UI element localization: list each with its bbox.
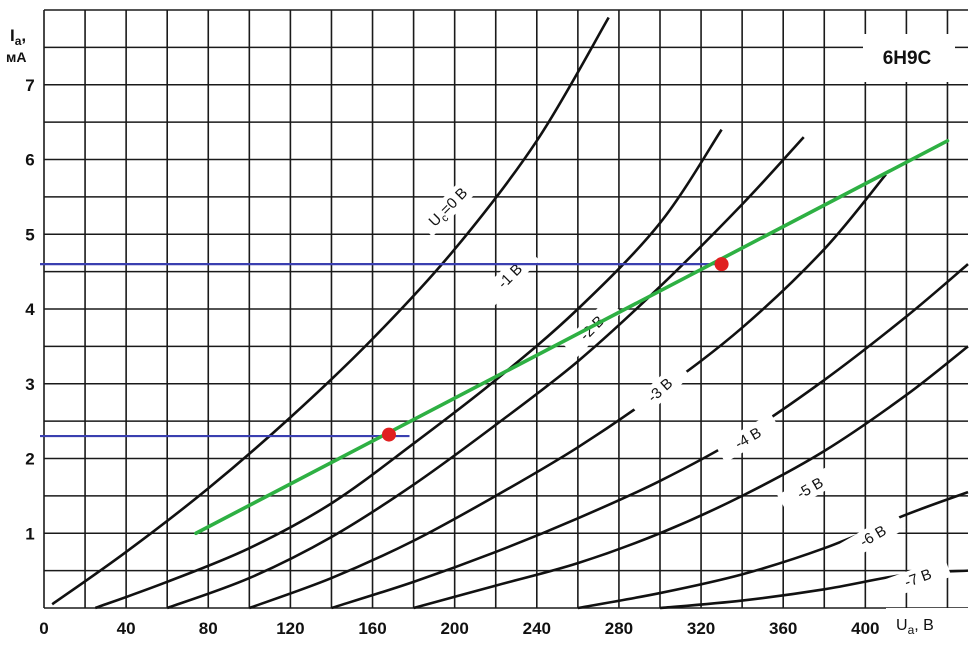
y-tick-label: 1 <box>25 524 34 543</box>
tick-labels: 0 40 80 120 160 200 240 280 320 360 400 1 2 3 4 5 6 7 <box>0 73 880 638</box>
y-axis-label-sub: a <box>15 34 22 48</box>
plate-curve-6 <box>577 490 969 610</box>
x-tick-label: 120 <box>276 619 304 638</box>
x-tick-label: 40 <box>117 619 136 638</box>
operating-point <box>714 257 729 272</box>
plate-curve-4 <box>331 263 969 610</box>
y-tick-bg <box>0 447 40 470</box>
curve-label-bg <box>629 361 691 419</box>
y-tick-bg <box>0 522 40 545</box>
plate-curve-3 <box>248 173 887 610</box>
curve-label-bg <box>715 413 781 463</box>
x-tick-label: 240 <box>523 619 551 638</box>
x-axis-unit: , В <box>914 617 934 634</box>
grid <box>43 9 968 609</box>
x-tick-label: 280 <box>605 619 633 638</box>
y-tick-bg <box>0 148 40 171</box>
x-tick-label: 0 <box>39 619 48 638</box>
y-axis-label-main: I <box>10 26 15 45</box>
svg-text:Ua, В: Ua, В <box>896 617 934 637</box>
curve-label-bg <box>840 511 906 561</box>
curve-label-bg <box>777 463 843 513</box>
chart-title: 6Н9С <box>883 48 932 69</box>
y-tick-label: 2 <box>25 450 34 469</box>
y-tick-label: 7 <box>25 76 34 95</box>
operating-point <box>381 427 396 442</box>
plate-curve-1 <box>94 128 723 610</box>
curve-label-bg <box>418 177 478 237</box>
load-line <box>194 139 950 536</box>
plate-curve-0 <box>51 16 610 606</box>
y-axis-unit: мА <box>6 49 26 65</box>
x-tick-label: 200 <box>440 619 468 638</box>
plate-curve-2 <box>166 136 805 610</box>
x-tick-label: 400 <box>851 619 879 638</box>
y-tick-bg <box>0 73 40 96</box>
x-tick-label: 160 <box>358 619 386 638</box>
x-tick-label: 320 <box>687 619 715 638</box>
x-axis-label-main: U <box>896 617 908 634</box>
x-axis-label-sub: a <box>908 623 915 637</box>
y-tick-bg <box>0 298 40 320</box>
curve-label-bg <box>884 557 952 599</box>
x-axis-label: Ua, В <box>886 608 976 640</box>
y-axis-label: Ia, мА <box>0 20 42 68</box>
y-tick-label: 6 <box>25 151 34 170</box>
curves <box>51 16 969 610</box>
y-tick-label: 4 <box>25 300 35 319</box>
x-tick-label: 80 <box>199 619 218 638</box>
title-box: 6Н9С <box>863 34 955 82</box>
curve-label-bg <box>480 246 540 306</box>
y-tick-bg <box>0 223 40 246</box>
plate-curve-5 <box>413 345 969 610</box>
x-tick-label: 360 <box>769 619 797 638</box>
y-tick-label: 3 <box>25 375 34 394</box>
y-tick-bg <box>0 372 40 395</box>
svg-text:Ia,: Ia, <box>10 26 26 48</box>
y-tick-label: 5 <box>25 225 34 244</box>
